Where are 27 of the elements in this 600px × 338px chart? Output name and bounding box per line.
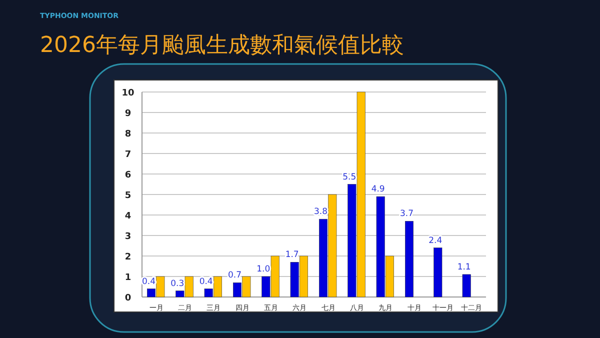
y-tick-label: 6 <box>124 170 132 180</box>
y-tick-label: 8 <box>124 130 132 140</box>
y-tick-label: 1 <box>124 273 132 283</box>
data-label: 5.5 <box>342 172 356 182</box>
data-label: 2.4 <box>428 236 442 246</box>
bar <box>405 221 414 298</box>
data-label: 4.9 <box>371 184 385 195</box>
data-label: 0.4 <box>142 276 156 287</box>
y-tick-label: 10 <box>122 88 134 98</box>
y-tick-label: 2 <box>124 252 132 262</box>
data-label: 3.8 <box>314 207 328 218</box>
y-tick-label: 5 <box>124 191 132 201</box>
chart-title: 2026年每月颱風生成數和氣候值比較 <box>40 33 404 58</box>
y-tick-label: 3 <box>124 232 132 242</box>
data-label: 0.4 <box>199 276 213 287</box>
bar <box>462 274 471 298</box>
data-label: 1.7 <box>285 250 299 260</box>
data-label: 1.0 <box>256 264 270 274</box>
data-label: 3.7 <box>400 209 414 220</box>
bar <box>434 248 442 298</box>
data-label: 1.1 <box>457 262 471 272</box>
y-tick-label: 4 <box>124 212 132 222</box>
y-tick-label: 7 <box>124 150 132 160</box>
y-tick-label: 9 <box>124 109 132 119</box>
y-tick-label: 0 <box>124 294 132 304</box>
data-label: 0.3 <box>170 278 184 289</box>
data-label: 0.7 <box>228 270 242 281</box>
